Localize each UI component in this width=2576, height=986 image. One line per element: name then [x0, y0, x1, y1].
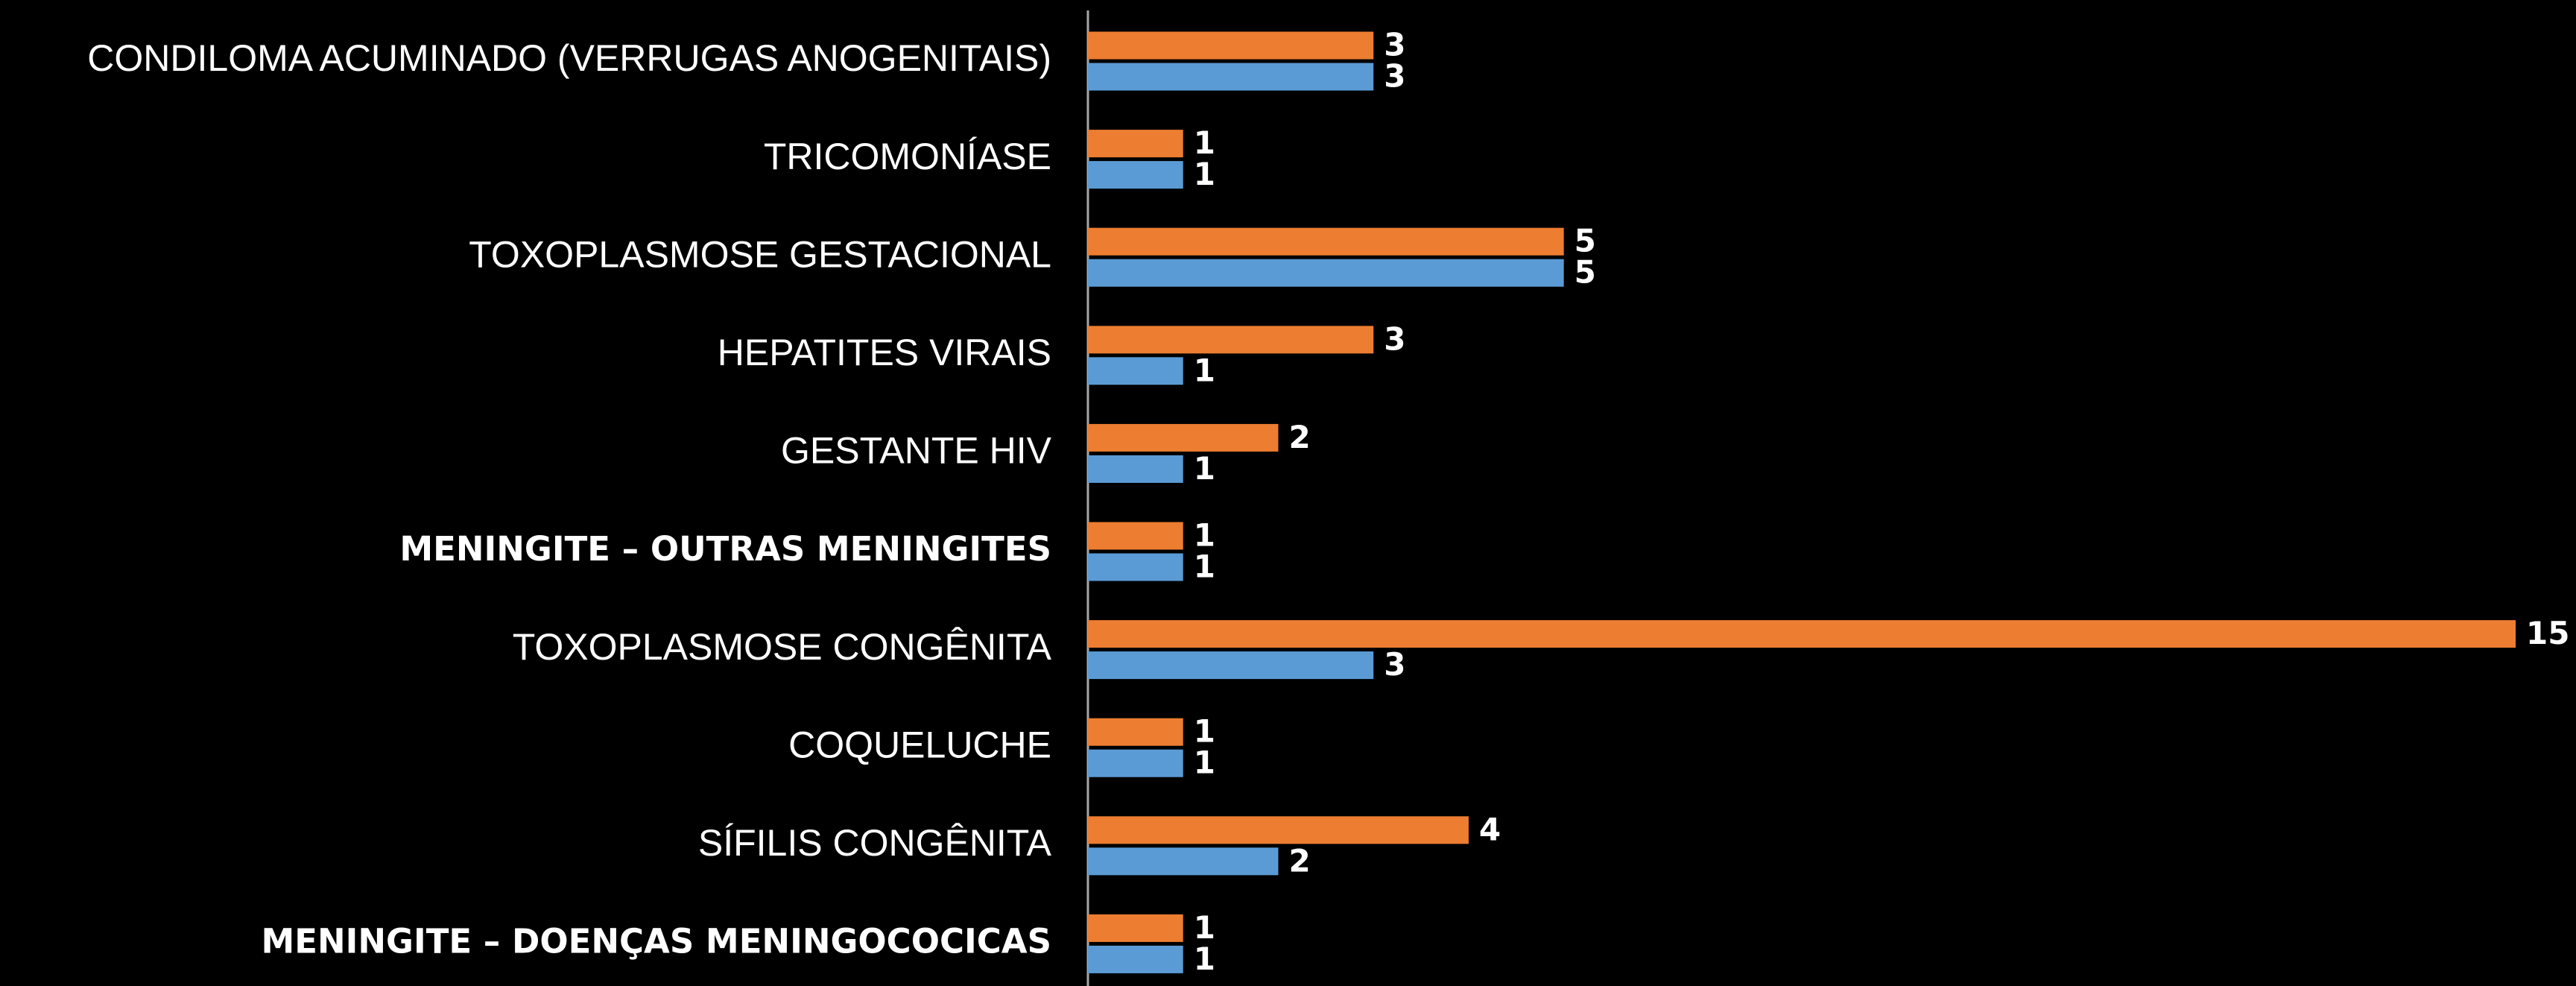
value-label: 3 — [1384, 646, 1405, 683]
bar — [1088, 914, 1183, 942]
category-label: MENINGITE – OUTRAS MENINGITES — [399, 529, 1051, 569]
bar — [1088, 357, 1183, 385]
bar — [1088, 522, 1183, 550]
value-label: 1 — [1194, 450, 1215, 487]
bar — [1088, 326, 1374, 354]
bar — [1088, 816, 1469, 844]
category-label: COQUELUCHE — [788, 724, 1051, 765]
value-label: 1 — [1194, 909, 1215, 946]
bar — [1088, 651, 1374, 680]
bar — [1088, 945, 1183, 973]
category-label: TRICOMONÍASE — [764, 136, 1051, 177]
value-label: 1 — [1194, 517, 1215, 554]
bar — [1088, 259, 1564, 287]
bar — [1088, 455, 1183, 483]
bar — [1088, 749, 1183, 777]
value-label: 15 — [2526, 615, 2569, 651]
category-label: MENINGITE – DOENÇAS MENINGOCOCICAS — [261, 921, 1051, 961]
value-label: 5 — [1575, 254, 1596, 291]
bar — [1088, 130, 1183, 158]
bar — [1088, 620, 2516, 648]
value-label: 1 — [1194, 156, 1215, 192]
category-label: TOXOPLASMOSE GESTACIONAL — [469, 233, 1051, 275]
bar — [1088, 423, 1279, 452]
category-label: SÍFILIS CONGÊNITA — [698, 822, 1052, 864]
bar — [1088, 718, 1183, 746]
value-label: 1 — [1194, 941, 1215, 977]
bar — [1088, 227, 1564, 256]
value-label: 3 — [1384, 58, 1405, 95]
value-label: 5 — [1575, 223, 1596, 259]
category-label: TOXOPLASMOSE CONGÊNITA — [513, 626, 1052, 668]
value-label: 4 — [1479, 811, 1501, 847]
value-label: 3 — [1384, 27, 1405, 63]
value-label: 2 — [1288, 842, 1310, 879]
bar — [1088, 847, 1279, 876]
category-label: CONDILOMA ACUMINADO (VERRUGAS ANOGENITAI… — [87, 37, 1051, 79]
value-label: 3 — [1384, 320, 1405, 357]
bar — [1088, 161, 1183, 189]
value-label: 1 — [1194, 713, 1215, 750]
category-label: HEPATITES VIRAIS — [718, 332, 1051, 373]
bar — [1088, 31, 1374, 60]
bar — [1088, 63, 1374, 91]
value-label: 1 — [1194, 745, 1215, 781]
value-label: 2 — [1288, 419, 1310, 455]
value-label: 1 — [1194, 549, 1215, 585]
value-label: 1 — [1194, 124, 1215, 161]
value-label: 1 — [1194, 352, 1215, 388]
category-label: GESTANTE HIV — [781, 430, 1052, 472]
bar — [1088, 553, 1183, 581]
